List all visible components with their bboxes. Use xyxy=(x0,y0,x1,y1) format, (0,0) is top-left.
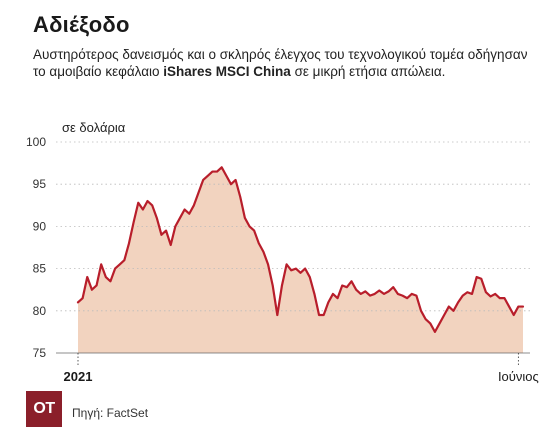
price-series-line xyxy=(76,166,525,333)
x-tick-label-0: 2021 xyxy=(64,369,93,384)
y-tick-label-85: 85 xyxy=(33,262,47,276)
y-tick-label-75: 75 xyxy=(33,346,47,360)
subtitle-fund-name: iShares MSCI China xyxy=(163,64,291,79)
y-axis-unit-label: σε δολάρια xyxy=(62,120,126,135)
subtitle-text-start: Αυστηρότερος δανεισμός και ο σκληρός έλε… xyxy=(33,47,528,79)
y-tick-label-80: 80 xyxy=(33,304,47,318)
y-tick-label-95: 95 xyxy=(33,177,47,191)
area-fill xyxy=(78,167,523,353)
source-note: Πηγή: FactSet xyxy=(72,406,149,420)
publisher-logo: OT xyxy=(26,391,62,427)
y-tick-label-90: 90 xyxy=(33,219,47,233)
x-tick-label-95: Ιούνιος xyxy=(498,369,539,384)
subtitle-text-end: σε μικρή ετήσια απώλεια. xyxy=(290,64,446,79)
chart-title: Αδιέξοδο xyxy=(33,12,130,37)
chart-subtitle: Αυστηρότερος δανεισμός και ο σκληρός έλε… xyxy=(33,46,533,80)
y-tick-label-100: 100 xyxy=(26,135,46,149)
